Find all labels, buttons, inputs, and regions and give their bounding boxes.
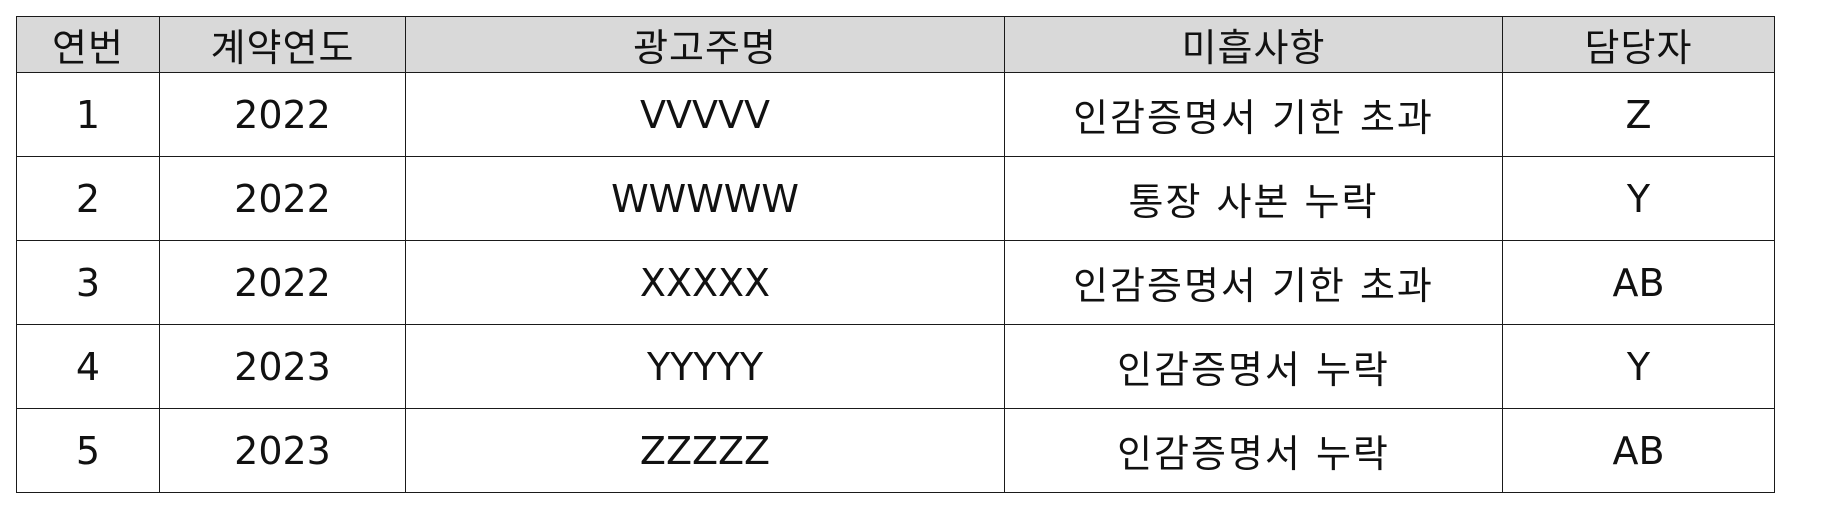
- cell-serial-number: 4: [16, 324, 160, 409]
- cell-advertiser-name: XXXXX: [405, 240, 1005, 325]
- cell-contract-year: 2023: [159, 408, 406, 493]
- table-row: 5 2023 ZZZZZ 인감증명서 누락 AB: [16, 408, 1775, 493]
- cell-deficiency: 인감증명서 누락: [1004, 408, 1503, 493]
- deficiency-table: 연번 계약연도 광고주명 미흡사항 담당자 1 2022 VVVVV 인감증명서…: [16, 16, 1775, 493]
- header-advertiser-name: 광고주명: [405, 16, 1005, 73]
- cell-contract-year: 2023: [159, 324, 406, 409]
- cell-advertiser-name: WWWWW: [405, 156, 1005, 241]
- table-row: 1 2022 VVVVV 인감증명서 기한 초과 Z: [16, 72, 1775, 157]
- cell-serial-number: 1: [16, 72, 160, 157]
- cell-advertiser-name: YYYYY: [405, 324, 1005, 409]
- cell-contract-year: 2022: [159, 156, 406, 241]
- table-row: 2 2022 WWWWW 통장 사본 누락 Y: [16, 156, 1775, 241]
- header-manager: 담당자: [1502, 16, 1775, 73]
- cell-manager: Y: [1502, 324, 1775, 409]
- cell-contract-year: 2022: [159, 240, 406, 325]
- table-body: 1 2022 VVVVV 인감증명서 기한 초과 Z 2 2022 WWWWW …: [16, 72, 1775, 493]
- table-row: 4 2023 YYYYY 인감증명서 누락 Y: [16, 324, 1775, 409]
- cell-contract-year: 2022: [159, 72, 406, 157]
- header-serial-number: 연번: [16, 16, 160, 73]
- cell-advertiser-name: ZZZZZ: [405, 408, 1005, 493]
- table-row: 3 2022 XXXXX 인감증명서 기한 초과 AB: [16, 240, 1775, 325]
- cell-manager: Z: [1502, 72, 1775, 157]
- cell-deficiency: 인감증명서 기한 초과: [1004, 72, 1503, 157]
- cell-deficiency: 인감증명서 기한 초과: [1004, 240, 1503, 325]
- cell-serial-number: 3: [16, 240, 160, 325]
- cell-deficiency: 통장 사본 누락: [1004, 156, 1503, 241]
- cell-deficiency: 인감증명서 누락: [1004, 324, 1503, 409]
- table-header: 연번 계약연도 광고주명 미흡사항 담당자: [16, 16, 1775, 73]
- cell-serial-number: 2: [16, 156, 160, 241]
- cell-serial-number: 5: [16, 408, 160, 493]
- cell-manager: AB: [1502, 408, 1775, 493]
- header-contract-year: 계약연도: [159, 16, 406, 73]
- cell-advertiser-name: VVVVV: [405, 72, 1005, 157]
- header-deficiency: 미흡사항: [1004, 16, 1503, 73]
- cell-manager: Y: [1502, 156, 1775, 241]
- cell-manager: AB: [1502, 240, 1775, 325]
- header-row: 연번 계약연도 광고주명 미흡사항 담당자: [16, 16, 1775, 73]
